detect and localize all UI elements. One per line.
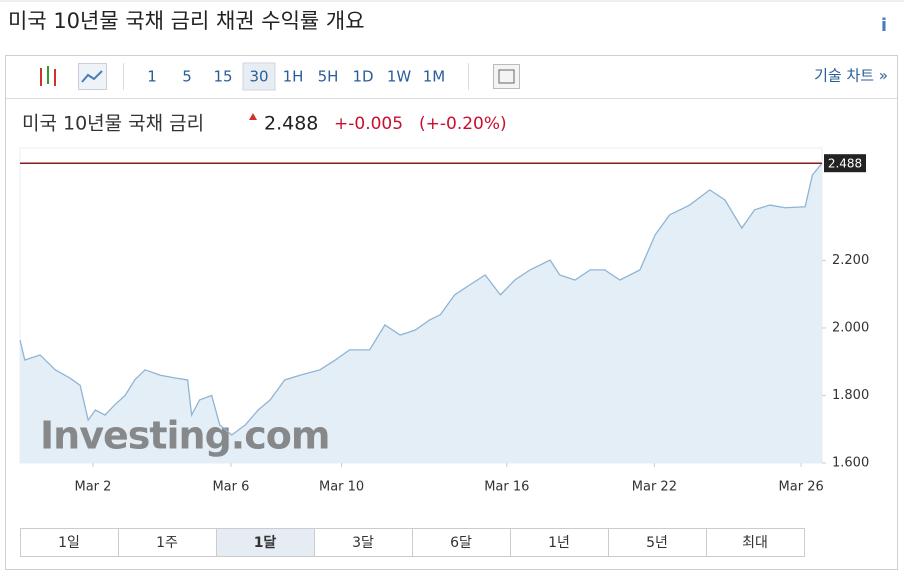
technical-chart-link[interactable]: 기술 차트 »: [814, 67, 888, 85]
watermark: Investing.com: [40, 414, 329, 458]
quote-change-pct: (+-0.20%): [419, 114, 507, 134]
interval-active: [242, 62, 276, 91]
period-tab-label[interactable]: 1주: [156, 535, 178, 551]
quote-change: +-0.005: [334, 114, 403, 134]
x-tick-label: Mar 22: [632, 480, 677, 495]
quote-name: 미국 10년물 국채 금리: [22, 113, 204, 135]
last-price-label: 2.488: [828, 157, 862, 171]
table-icon: [498, 69, 515, 84]
period-tab-label[interactable]: 1년: [548, 535, 570, 551]
period-tab-label[interactable]: 5년: [646, 535, 668, 551]
interval-button[interactable]: 1W: [387, 68, 412, 86]
x-tick-label: Mar 2: [75, 480, 112, 495]
interval-button[interactable]: 1H: [283, 68, 304, 86]
period-tab-label[interactable]: 3달: [352, 535, 374, 551]
period-tab[interactable]: [412, 528, 511, 557]
period-tab-label[interactable]: 1달: [254, 535, 277, 551]
line-chart-button[interactable]: [78, 63, 107, 90]
period-tab[interactable]: [510, 528, 609, 557]
up-arrow: [249, 113, 257, 120]
y-tick-label: 2.000: [832, 320, 869, 335]
period-tab[interactable]: [216, 528, 315, 557]
interval-button[interactable]: 5H: [318, 68, 339, 86]
period-tab[interactable]: [314, 528, 413, 557]
x-tick-label: Mar 6: [212, 480, 249, 495]
interval-button[interactable]: 1D: [352, 68, 373, 86]
period-tab[interactable]: [608, 528, 707, 557]
interval-button[interactable]: 1M: [423, 68, 446, 86]
candle-icon[interactable]: [40, 66, 56, 86]
table-button[interactable]: [493, 64, 520, 89]
y-tick-label: 1.600: [832, 456, 869, 471]
x-tick-label: Mar 26: [779, 480, 824, 495]
period-tab[interactable]: [706, 528, 805, 557]
period-tab[interactable]: [118, 528, 217, 557]
y-tick-label: 1.800: [832, 388, 869, 403]
area-fill: [20, 163, 822, 463]
line-icon: [81, 70, 103, 83]
page-title: 미국 10년물 국채 금리 채권 수익률 개요: [8, 9, 365, 33]
last-price-box: [824, 154, 866, 173]
interval-button[interactable]: 1: [147, 68, 157, 86]
y-tick-label: 2.200: [832, 253, 869, 268]
interval-button[interactable]: 30: [249, 68, 268, 86]
period-tab-label[interactable]: 최대: [742, 535, 768, 551]
x-tick-label: Mar 10: [319, 480, 364, 495]
quote-price: 2.488: [264, 113, 318, 135]
interval-button[interactable]: 15: [213, 68, 232, 86]
period-tab[interactable]: [20, 528, 119, 557]
price-line: [19, 162, 823, 436]
frame: [5, 55, 898, 570]
x-tick-label: Mar 16: [484, 480, 529, 495]
info-icon[interactable]: i: [881, 15, 887, 36]
period-tab-label[interactable]: 1일: [58, 535, 80, 551]
interval-button[interactable]: 5: [182, 68, 192, 86]
period-tab-label[interactable]: 6달: [450, 535, 472, 551]
